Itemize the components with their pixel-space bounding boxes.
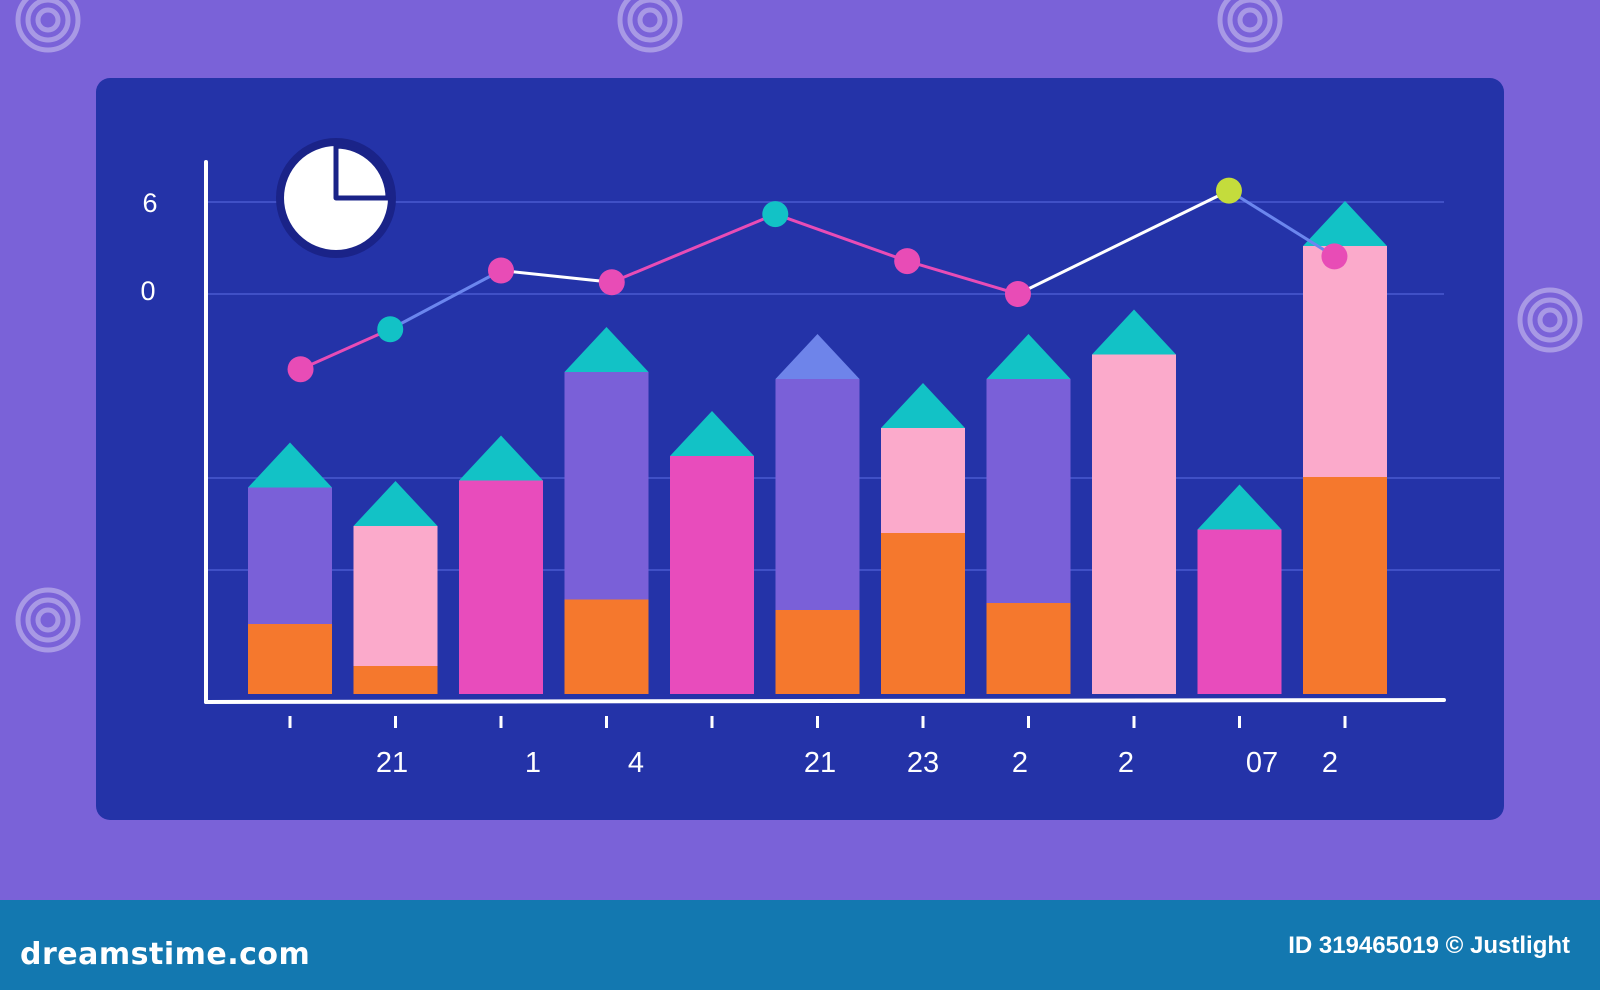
- bar: [1092, 309, 1176, 694]
- line-segment: [774, 212, 908, 263]
- line-point: [287, 356, 314, 383]
- bar-segment: [1197, 529, 1282, 694]
- bar-segment: [775, 379, 860, 610]
- bar-segment: [248, 624, 332, 694]
- spiral-ring: [15, 0, 81, 53]
- bar-segment: [248, 487, 332, 624]
- bar-segment: [1092, 354, 1176, 694]
- bar-cap: [775, 334, 860, 379]
- bar: [670, 411, 754, 694]
- bar-segment: [353, 666, 438, 694]
- line-point: [488, 257, 514, 284]
- spiral-ring: [627, 0, 673, 43]
- bar-segment: [986, 379, 1071, 603]
- bar-cap: [1197, 484, 1282, 530]
- bar: [459, 435, 543, 694]
- axes: 6 0 21 1 4 21 23 2 2 07 2: [140, 160, 1446, 779]
- spiral-ring: [25, 0, 71, 43]
- spiral-ring: [1227, 0, 1273, 43]
- bar-cap: [564, 327, 649, 372]
- line-segment: [500, 269, 612, 284]
- spiral-watermark-icon: [1517, 287, 1583, 353]
- line-point: [1321, 243, 1348, 270]
- line-point: [377, 316, 404, 343]
- bar-segment: [564, 372, 649, 600]
- spiral-ring: [637, 7, 663, 33]
- bar-cap: [1303, 201, 1387, 246]
- bar-segment: [670, 456, 754, 694]
- spiral-watermark-icon: [1217, 0, 1283, 53]
- bar: [881, 383, 965, 694]
- line-point: [894, 248, 921, 275]
- x-tick-label: 21: [376, 747, 408, 779]
- line-segment: [299, 327, 391, 371]
- bar-cap: [353, 481, 438, 526]
- bar-segment: [1303, 246, 1387, 477]
- x-tick-label: 2: [1118, 747, 1134, 779]
- watermark-id: ID 319465019 © Justlight: [1288, 932, 1570, 959]
- bar-cap: [459, 435, 543, 481]
- bar-segment: [775, 610, 860, 694]
- line-segment: [906, 259, 1019, 296]
- line-series: [287, 177, 1348, 383]
- spiral-ring: [35, 607, 61, 633]
- bar: [1303, 201, 1387, 694]
- line-point: [598, 269, 625, 296]
- line-segment: [389, 269, 502, 331]
- x-tick-label: 2: [1322, 747, 1338, 779]
- bar-segment: [881, 428, 965, 533]
- bar-cap: [881, 383, 965, 428]
- y-tick-label: 0: [140, 276, 155, 306]
- spiral-watermark-icon: [15, 587, 81, 653]
- line-segment: [611, 212, 776, 284]
- bar: [353, 481, 438, 694]
- watermark-logo: dreamstime.com: [20, 937, 311, 972]
- bars: [248, 201, 1387, 694]
- x-tick-label: 1: [525, 747, 541, 779]
- spiral-ring: [15, 587, 81, 653]
- spiral-ring: [1517, 287, 1583, 353]
- bar: [1197, 484, 1282, 694]
- bar: [564, 327, 649, 694]
- spiral-ring: [1537, 307, 1563, 333]
- bar-segment: [986, 603, 1071, 694]
- bar-segment: [564, 599, 649, 694]
- bar: [248, 442, 332, 694]
- spiral-watermark-icon: [617, 0, 683, 53]
- bar-segment: [353, 526, 438, 666]
- bar-segment: [881, 533, 965, 694]
- y-tick-label: 6: [142, 188, 157, 218]
- spiral-watermark-icon: [15, 0, 81, 53]
- x-tick-label: 07: [1246, 747, 1278, 779]
- line-segment: [1017, 189, 1230, 296]
- bar: [775, 334, 860, 694]
- line-point: [762, 201, 789, 228]
- x-tick-label: 21: [804, 747, 836, 779]
- bar-cap: [670, 411, 754, 456]
- spiral-ring: [25, 597, 71, 643]
- bar: [986, 334, 1071, 694]
- x-tick-label: 2: [1012, 747, 1028, 779]
- x-axis: [204, 698, 1446, 704]
- x-tick-label: 4: [628, 747, 644, 779]
- line-point: [1004, 281, 1031, 307]
- spiral-ring: [35, 7, 61, 33]
- bar-segment: [459, 480, 543, 694]
- spiral-ring: [1237, 7, 1263, 33]
- line-point: [1215, 177, 1242, 204]
- x-tick-label: 23: [907, 747, 939, 779]
- bar-segment: [1303, 477, 1387, 694]
- bar-cap: [248, 442, 332, 488]
- bar-cap: [1092, 309, 1176, 355]
- spiral-ring: [617, 0, 683, 53]
- watermark-footer: [0, 900, 1600, 990]
- spiral-ring: [1217, 0, 1283, 53]
- bar-cap: [986, 334, 1071, 379]
- line-segment: [1228, 189, 1336, 258]
- spiral-ring: [1527, 297, 1573, 343]
- pie-chart-icon: [276, 138, 396, 258]
